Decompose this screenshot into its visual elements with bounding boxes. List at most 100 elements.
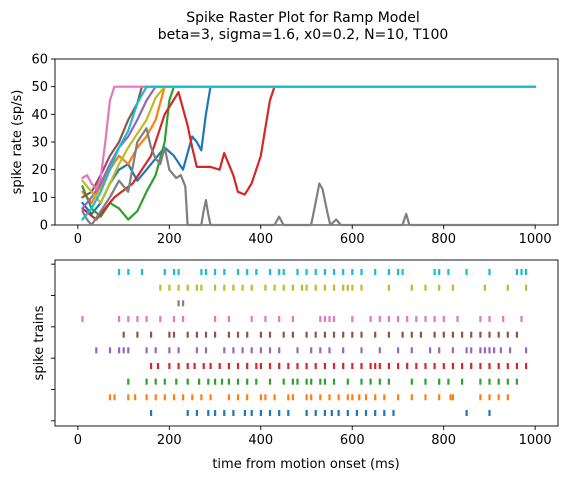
spike-mark-trial-6 — [145, 316, 148, 322]
spike-mark-trial-6 — [415, 316, 418, 322]
spike-mark-trial-0 — [214, 410, 217, 416]
spike-mark-trial-5 — [122, 331, 125, 338]
spike-mark-trial-8 — [314, 284, 317, 291]
spike-mark-trial-0 — [259, 410, 262, 416]
spike-mark-trial-2 — [506, 378, 509, 385]
spike-mark-trial-6 — [433, 316, 436, 322]
rate-y-tick-label: 10 — [31, 191, 48, 206]
spike-mark-trial-5 — [479, 331, 482, 338]
spike-mark-trial-1 — [191, 394, 194, 401]
spike-mark-trial-9 — [387, 269, 390, 275]
spike-mark-trial-4 — [296, 347, 299, 354]
spike-mark-trial-0 — [207, 410, 210, 416]
spike-mark-trial-1 — [410, 394, 413, 401]
spike-mark-trial-8 — [525, 284, 528, 291]
spike-mark-trial-4 — [95, 347, 98, 354]
spike-mark-trial-1 — [273, 394, 276, 401]
spike-mark-trial-4 — [397, 347, 400, 354]
spike-mark-trial-6 — [406, 316, 409, 322]
spike-mark-trial-4 — [342, 347, 345, 354]
spike-mark-trial-6 — [328, 316, 331, 322]
spike-mark-trial-0 — [287, 410, 290, 416]
rate-x-ticks: 0 200 400 600 800 1000 — [74, 225, 552, 247]
spike-mark-trial-1 — [200, 394, 203, 401]
spike-mark-trial-2 — [282, 378, 285, 385]
spike-mark-trial-3 — [378, 363, 381, 369]
spike-mark-trial-2 — [207, 378, 210, 385]
spike-mark-trial-5 — [419, 331, 422, 338]
spike-mark-trial-4 — [232, 347, 235, 354]
spike-mark-trial-1 — [479, 394, 482, 401]
raster-x-axis-label: time from motion onset (ms) — [212, 457, 399, 472]
spike-mark-trial-3 — [332, 363, 336, 369]
spike-mark-trial-9 — [223, 269, 226, 275]
spike-mark-trial-2 — [461, 378, 464, 385]
spike-mark-trial-3 — [227, 363, 230, 369]
spike-mark-trial-9 — [360, 269, 363, 275]
spike-mark-trial-6 — [319, 316, 322, 322]
spike-mark-trial-6 — [488, 316, 491, 322]
spike-mark-trial-2 — [305, 378, 308, 385]
spike-mark-trial-2 — [319, 378, 322, 385]
spike-mark-trial-0 — [243, 410, 246, 416]
spike-mark-trial-5 — [314, 331, 317, 338]
spike-mark-trial-3 — [168, 363, 171, 369]
spike-mark-trial-5 — [204, 331, 208, 338]
spike-mark-trial-8 — [264, 284, 267, 291]
spike-mark-trial-9 — [488, 269, 491, 275]
spike-mark-trial-1 — [236, 394, 240, 401]
spike-mark-trial-8 — [305, 284, 308, 291]
spike-mark-trial-2 — [479, 378, 482, 385]
spike-mark-trial-4 — [268, 347, 272, 354]
spike-mark-trial-2 — [163, 378, 166, 385]
spike-mark-trial-0 — [330, 410, 333, 416]
spike-mark-trial-6 — [264, 316, 267, 322]
chart-title: Spike Raster Plot for Ramp Model — [186, 10, 419, 26]
spike-mark-trial-9 — [200, 269, 203, 275]
spike-mark-trial-2 — [410, 378, 413, 385]
spike-mark-trial-1 — [397, 394, 400, 401]
spike-mark-trial-6 — [291, 316, 294, 322]
spike-mark-trial-4 — [488, 347, 491, 354]
spike-mark-trial-2 — [360, 378, 363, 385]
spike-mark-trial-2 — [145, 378, 148, 385]
spike-mark-trial-1 — [259, 394, 262, 401]
spike-mark-trial-6 — [182, 316, 185, 322]
spike-mark-trial-9 — [401, 269, 404, 275]
spike-mark-trial-5 — [401, 331, 404, 338]
spike-mark-trial-1 — [264, 394, 267, 401]
spike-mark-trial-1 — [374, 394, 377, 401]
spike-mark-trial-9 — [163, 269, 166, 275]
spike-mark-trial-9 — [397, 269, 400, 275]
spike-mark-trial-9 — [177, 269, 180, 275]
raster-y-axis-label: spike trains — [32, 305, 47, 380]
spike-mark-trial-6 — [127, 316, 130, 322]
spike-mark-trial-4 — [493, 347, 496, 354]
spike-mark-trial-9 — [140, 269, 144, 275]
spike-mark-trial-1 — [438, 394, 441, 401]
spike-mark-trial-8 — [250, 284, 253, 291]
spike-mark-trial-8 — [410, 284, 413, 291]
spike-mark-trial-3 — [246, 363, 249, 369]
spike-mark-trial-5 — [227, 331, 230, 338]
spike-mark-trial-9 — [127, 269, 130, 275]
spike-mark-trial-4 — [118, 347, 121, 354]
spike-mark-trial-5 — [150, 331, 153, 338]
spike-mark-trial-9 — [282, 269, 285, 275]
spike-mark-trial-0 — [314, 410, 317, 416]
spike-mark-trial-1 — [134, 394, 137, 401]
spike-mark-trial-3 — [156, 363, 160, 369]
spike-mark-trial-3 — [424, 363, 427, 369]
spike-mark-trial-1 — [127, 394, 130, 401]
spike-mark-trial-1 — [172, 394, 176, 401]
spike-mark-trial-6 — [136, 316, 139, 322]
rate-y-axis-label: spike rate (sp/s) — [10, 90, 25, 195]
spike-mark-trial-4 — [319, 347, 322, 354]
rate-series-line-0 — [81, 85, 537, 215]
spike-mark-trial-9 — [278, 269, 281, 275]
spike-mark-trial-3 — [488, 363, 491, 369]
spike-mark-trial-8 — [451, 284, 454, 291]
spike-mark-trial-3 — [186, 363, 189, 369]
spike-mark-trial-4 — [278, 347, 281, 354]
spike-mark-trial-3 — [268, 363, 272, 369]
